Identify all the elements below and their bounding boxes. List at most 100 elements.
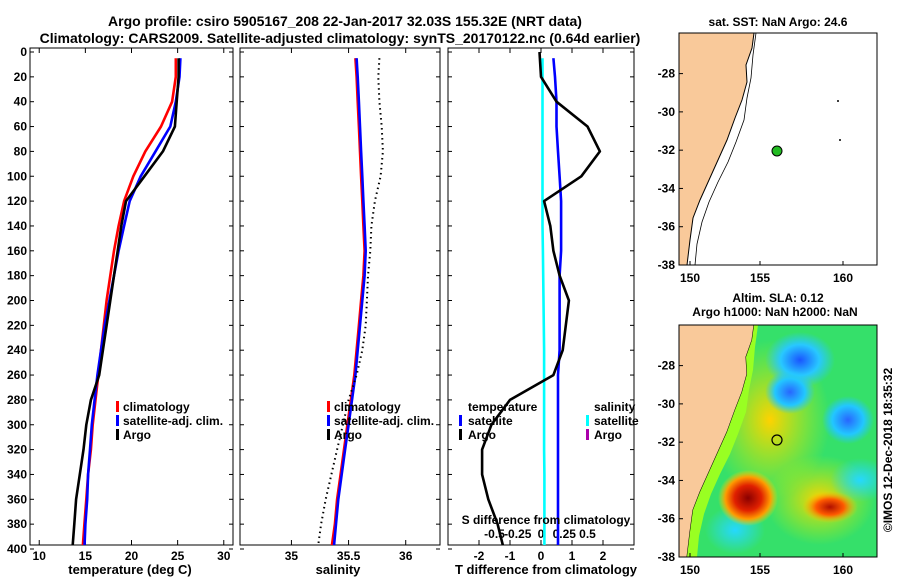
s-difference-label: S difference from climatology <box>462 513 631 527</box>
map-y-tick-label: -30 <box>658 105 676 119</box>
credit-timestamp: ©IMOS 12-Dec-2018 18:35:32 <box>881 368 895 533</box>
x-tick-label: 36 <box>399 549 413 563</box>
s-x-tick-label: 0.25 <box>553 527 577 541</box>
series-line-satellite-adj-clim- <box>83 58 182 545</box>
map-x-tick-label: 160 <box>833 563 853 577</box>
depth-tick-label: 180 <box>7 269 27 283</box>
series-line-argo <box>71 58 180 545</box>
sst-map: sat. SST: NaN Argo: 24.6 150 155 160 -28 -30… <box>658 15 878 285</box>
salinity-x-ticks: 35 35.5 36 <box>285 48 413 563</box>
depth-tick-label: 40 <box>14 95 28 109</box>
legend-label-argo: Argo <box>123 428 151 442</box>
sla-anomaly-low <box>822 396 874 444</box>
t-difference-x-label: T difference from climatology <box>455 562 638 577</box>
depth-tick-label: 300 <box>7 418 27 432</box>
x-tick-label: 15 <box>79 549 93 563</box>
depth-tick-label: 20 <box>14 70 28 84</box>
sla-map-axes: 150 155 160 -28 -30 -32 -34 -36 -38 <box>658 359 854 577</box>
legend-swatch-t-argo <box>459 429 462 440</box>
shelf-contour <box>694 33 757 265</box>
salinity-diff-legend: salinity satellite Argo <box>586 400 639 442</box>
chart-title-line2: Climatology: CARS2009. Satellite-adjuste… <box>40 30 641 46</box>
australia-landmass <box>679 33 755 265</box>
temperature-series <box>71 58 182 545</box>
depth-tick-label: 380 <box>7 517 27 531</box>
temperature-x-ticks: 10 15 20 25 30 <box>33 48 231 563</box>
x-tick-label: -2 <box>474 549 485 563</box>
x-tick-label: 25 <box>171 549 185 563</box>
depth-tick-label: 60 <box>14 120 28 134</box>
legend-swatch-argo <box>327 429 330 440</box>
island-dot <box>837 100 839 102</box>
map-y-tick-label: -38 <box>658 258 676 272</box>
legend-label-s-satellite: satellite <box>594 414 639 428</box>
salinity-legend: climatology satellite-adj. clim. Argo <box>327 400 434 442</box>
map-x-tick-label: 155 <box>750 271 770 285</box>
depth-tick-label: 0 <box>20 45 27 59</box>
sla-anomaly-high <box>718 470 778 526</box>
sla-map-title-line1: Altim. SLA: 0.12 <box>732 291 824 305</box>
map-x-tick-label: 155 <box>750 563 770 577</box>
depth-tick-label: 340 <box>7 467 27 481</box>
s-x-tick-label: 0 <box>538 527 545 541</box>
x-tick-label: 30 <box>217 549 231 563</box>
legend-label-satellite: satellite-adj. clim. <box>334 414 434 428</box>
salinity-panel: 35 35.5 36 salinity climatology satellite-… <box>285 48 434 577</box>
temperature-legend: climatology satellite-adj. clim. Argo <box>116 400 223 442</box>
legend-label-satellite: satellite-adj. clim. <box>123 414 223 428</box>
s-x-tick-label: -0.25 <box>504 527 532 541</box>
map-x-tick-label: 150 <box>680 563 700 577</box>
map-y-tick-label: -36 <box>658 512 676 526</box>
sla-anomaly-high <box>802 491 858 523</box>
depth-tick-label: 360 <box>7 492 27 506</box>
depth-axis: 0 20 40 60 80 100 120 140 160 180 200 220 240 260 280 3… <box>7 45 634 556</box>
depth-tick-label: 220 <box>7 318 27 332</box>
map-y-tick-label: -30 <box>658 397 676 411</box>
difference-plot-frame <box>447 47 635 546</box>
s-x-tick-label: 0.5 <box>579 527 596 541</box>
sla-field <box>679 325 877 557</box>
sst-map-title: sat. SST: NaN Argo: 24.6 <box>709 15 848 29</box>
argo-float-marker <box>771 434 783 446</box>
salinity-x-label: salinity <box>316 562 362 577</box>
depth-tick-label: 240 <box>7 343 27 357</box>
sst-map-axes: 150 155 160 -28 -30 -32 -34 -36 -38 <box>658 67 854 285</box>
legend-swatch-t-satellite <box>459 415 462 426</box>
island-dot <box>839 139 841 141</box>
sla-anomaly-low <box>765 370 815 414</box>
temperature-panel: 10 15 20 25 30 temperature (deg C) climatolo… <box>33 48 231 577</box>
legend-swatch-satellite <box>116 415 119 426</box>
legend-label-climatology: climatology <box>334 400 401 414</box>
map-y-tick-label: -34 <box>658 181 676 195</box>
legend-swatch-climatology <box>116 401 119 412</box>
chart-title-line1: Argo profile: csiro 5905167_208 22-Jan-2… <box>108 13 582 29</box>
series-line-t-satellite <box>552 58 563 545</box>
depth-tick-label: 120 <box>7 194 27 208</box>
depth-tick-label: 140 <box>7 219 27 233</box>
map-y-tick-label: -38 <box>658 550 676 564</box>
temperature-x-label: temperature (deg C) <box>68 562 192 577</box>
legend-swatch-argo <box>116 429 119 440</box>
legend-label-argo: Argo <box>334 428 362 442</box>
map-y-tick-label: -36 <box>658 220 676 234</box>
map-y-tick-label: -32 <box>658 143 676 157</box>
sla-map-title-line2: Argo h1000: NaN h2000: NaN <box>692 305 857 319</box>
depth-tick-label: 320 <box>7 443 27 457</box>
series-line-s-satellite <box>541 58 546 545</box>
x-tick-label: 35 <box>285 549 299 563</box>
legend-swatch-s-argo <box>586 429 589 440</box>
sla-anomaly-low <box>830 458 877 502</box>
x-tick-label: 0 <box>538 549 545 563</box>
series-line-t-argo <box>480 51 602 545</box>
depth-tick-label: 400 <box>7 542 27 556</box>
series-line-climatology <box>81 58 178 545</box>
legend-label-t-satellite: satellite <box>468 414 513 428</box>
legend-swatch-climatology <box>327 401 330 412</box>
shelf-band <box>687 325 758 557</box>
temperature-diff-legend: temperature satellite Argo <box>459 400 538 442</box>
legend-label-t-argo: Argo <box>468 428 496 442</box>
depth-tick-label: 200 <box>7 294 27 308</box>
sst-map-frame <box>678 32 878 266</box>
map-x-tick-label: 160 <box>833 271 853 285</box>
